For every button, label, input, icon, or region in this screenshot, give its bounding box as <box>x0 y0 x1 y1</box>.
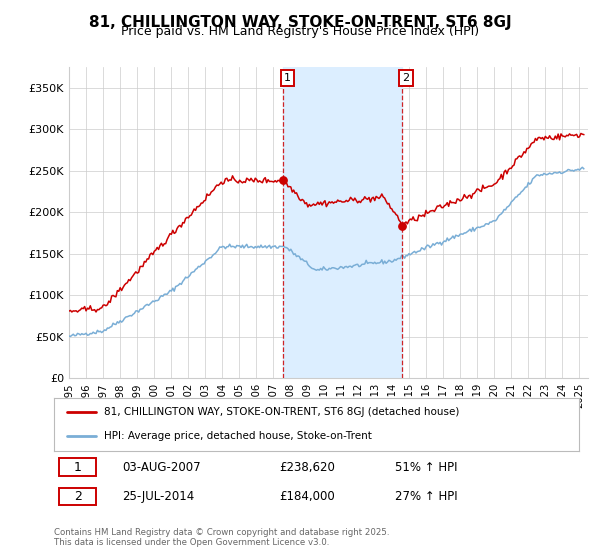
Text: 25-JUL-2014: 25-JUL-2014 <box>122 490 194 503</box>
Text: 1: 1 <box>284 73 291 83</box>
Text: 03-AUG-2007: 03-AUG-2007 <box>122 461 201 474</box>
Text: 2: 2 <box>403 73 410 83</box>
Text: Price paid vs. HM Land Registry's House Price Index (HPI): Price paid vs. HM Land Registry's House … <box>121 25 479 38</box>
Text: HPI: Average price, detached house, Stoke-on-Trent: HPI: Average price, detached house, Stok… <box>104 431 372 441</box>
Point <box>278 176 288 185</box>
Text: 27% ↑ HPI: 27% ↑ HPI <box>395 490 458 503</box>
Bar <box>283 67 402 378</box>
Text: 2: 2 <box>74 490 82 503</box>
Text: 1: 1 <box>74 461 82 474</box>
Point <box>397 221 407 230</box>
Text: 51% ↑ HPI: 51% ↑ HPI <box>395 461 458 474</box>
Text: £238,620: £238,620 <box>280 461 335 474</box>
Text: 81, CHILLINGTON WAY, STOKE-ON-TRENT, ST6 8GJ: 81, CHILLINGTON WAY, STOKE-ON-TRENT, ST6… <box>89 15 511 30</box>
Text: 81, CHILLINGTON WAY, STOKE-ON-TRENT, ST6 8GJ (detached house): 81, CHILLINGTON WAY, STOKE-ON-TRENT, ST6… <box>104 407 459 417</box>
Text: £184,000: £184,000 <box>280 490 335 503</box>
FancyBboxPatch shape <box>59 488 96 505</box>
FancyBboxPatch shape <box>59 458 96 476</box>
Text: Contains HM Land Registry data © Crown copyright and database right 2025.
This d: Contains HM Land Registry data © Crown c… <box>54 528 389 547</box>
